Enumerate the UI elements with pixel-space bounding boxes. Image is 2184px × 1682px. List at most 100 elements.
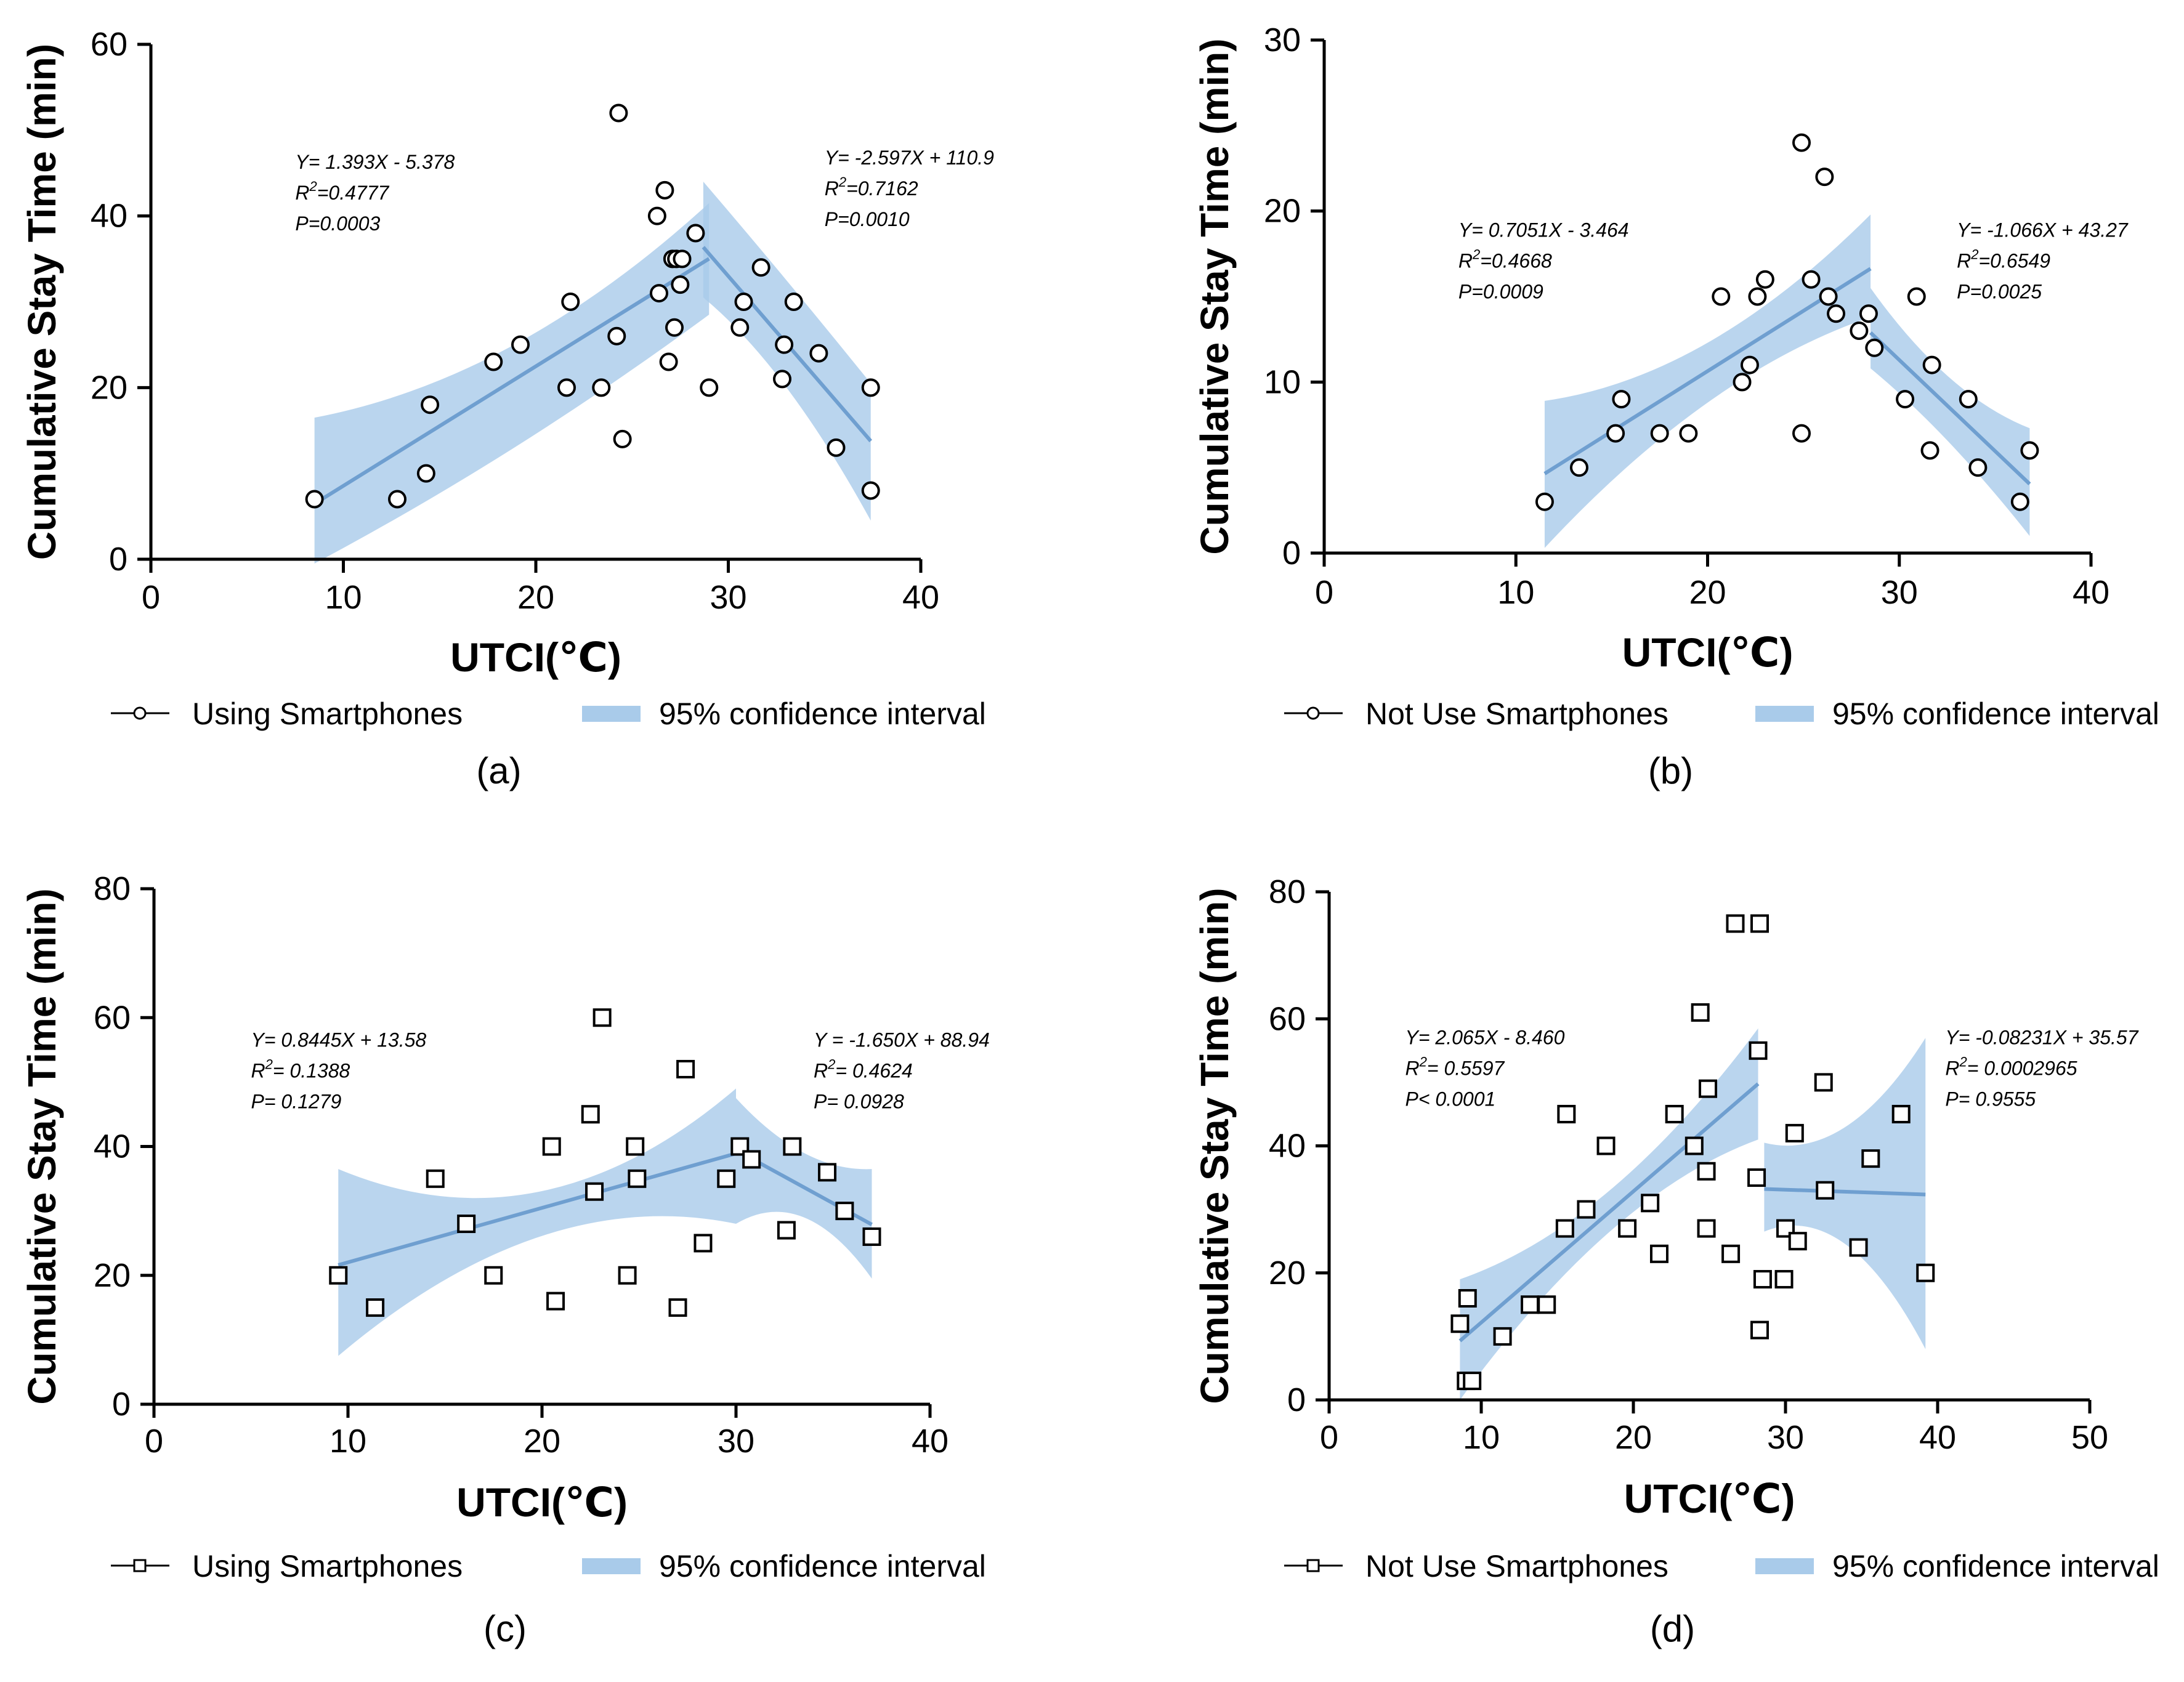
y-tick-label: 20 bbox=[1264, 193, 1301, 230]
data-point bbox=[2020, 441, 2039, 460]
chart-panel-b: 0 10 20 30 0 10 20 30 40 UTCI(℃) Cumulative Stay T… bbox=[1192, 22, 2159, 791]
x-tick-label: 10 bbox=[1463, 1419, 1500, 1456]
data-point bbox=[1849, 1238, 1868, 1257]
panel-caption: (c) bbox=[483, 1608, 527, 1649]
data-point bbox=[1569, 458, 1588, 477]
data-point bbox=[655, 180, 674, 200]
legend: Using Smartphones 95% confidence interval bbox=[111, 1549, 986, 1583]
p-value-text-2: P=0.0010 bbox=[825, 208, 910, 230]
data-point bbox=[784, 293, 803, 311]
confidence-band-2 bbox=[1871, 288, 2030, 536]
equation-text-1: Y= 1.393X - 5.378 bbox=[295, 151, 455, 173]
r-squared-text-1: R2=0.4668 bbox=[1458, 246, 1552, 272]
data-point bbox=[1535, 492, 1554, 511]
data-point bbox=[1612, 390, 1631, 409]
data-point bbox=[1557, 1104, 1576, 1123]
p-value-text-1: P=0.0009 bbox=[1458, 280, 1543, 302]
legend-series-label: Using Smartphones bbox=[192, 697, 463, 731]
x-tick-label: 10 bbox=[330, 1423, 366, 1460]
p-value-text-1: P=0.0003 bbox=[295, 212, 380, 235]
chart-panel-a: 0 20 40 60 0 10 20 30 40 UTCI(℃) Cumulative Stay T… bbox=[20, 26, 994, 791]
regression-line-1 bbox=[1458, 1082, 1760, 1343]
data-point bbox=[742, 1150, 761, 1169]
x-tick-label: 20 bbox=[524, 1423, 560, 1460]
r-squared-text-2: R2=0.7162 bbox=[825, 174, 918, 200]
panel-caption: (b) bbox=[1648, 750, 1693, 791]
data-point bbox=[783, 1137, 802, 1156]
data-point bbox=[1891, 1104, 1911, 1123]
legend-series-label: Not Use Smartphones bbox=[1365, 697, 1668, 731]
legend-ci-label: 95% confidence interval bbox=[659, 1549, 986, 1583]
y-tick-label: 40 bbox=[94, 1128, 131, 1165]
legend-series-label: Not Use Smartphones bbox=[1365, 1549, 1668, 1583]
data-point bbox=[1750, 914, 1769, 933]
y-axis-title: Cumulative Stay Time (min) bbox=[1192, 887, 1237, 1404]
data-point bbox=[1726, 914, 1745, 933]
chart-panel-c: 0 20 40 60 80 0 10 20 30 40 UTCI(℃) Cumulative Stay… bbox=[20, 870, 990, 1649]
data-point bbox=[1788, 1232, 1807, 1251]
data-point bbox=[1641, 1194, 1660, 1213]
x-tick-label: 40 bbox=[1919, 1419, 1956, 1456]
data-point bbox=[1685, 1136, 1704, 1155]
confidence-band-1 bbox=[1544, 214, 1871, 548]
y-axis-title: Cumulative Stay Time (min) bbox=[1192, 38, 1237, 554]
data-point bbox=[416, 464, 435, 483]
regression-line-1 bbox=[1543, 267, 1872, 475]
y-tick-label: 60 bbox=[94, 999, 131, 1036]
data-point bbox=[561, 293, 580, 311]
y-tick-label: 80 bbox=[94, 870, 131, 907]
equation-text-2: Y= -1.066X + 43.27 bbox=[1957, 219, 2129, 241]
data-point bbox=[1774, 1270, 1794, 1289]
y-tick-label: 10 bbox=[1264, 363, 1301, 400]
data-point bbox=[700, 378, 719, 397]
x-tick-label: 20 bbox=[1615, 1419, 1652, 1456]
data-point bbox=[676, 1059, 695, 1078]
p-value-text-2: P= 0.9555 bbox=[1945, 1088, 2036, 1110]
data-point bbox=[1750, 1320, 1769, 1340]
equation-text-1: Y= 0.8445X + 13.58 bbox=[251, 1029, 427, 1051]
y-tick-label: 60 bbox=[1269, 1000, 1306, 1037]
data-point bbox=[388, 490, 406, 509]
data-point bbox=[1712, 287, 1731, 306]
legend: Not Use Smartphones 95% confidence interv… bbox=[1284, 697, 2159, 731]
data-point bbox=[1850, 321, 1869, 341]
data-point bbox=[1819, 287, 1838, 306]
data-point bbox=[1815, 168, 1834, 187]
x-tick-label: 30 bbox=[710, 579, 746, 616]
r-squared-text-2: R2=0.6549 bbox=[1957, 246, 2050, 272]
data-point bbox=[861, 481, 880, 500]
y-axis-title: Cumulative Stay Time (min) bbox=[20, 888, 64, 1404]
data-point bbox=[717, 1169, 736, 1188]
data-point bbox=[585, 1182, 604, 1201]
y-tick-label: 20 bbox=[91, 369, 127, 406]
data-point bbox=[777, 1221, 796, 1240]
data-point bbox=[626, 1137, 645, 1156]
data-point bbox=[1959, 390, 1978, 409]
data-point bbox=[581, 1105, 600, 1124]
data-point bbox=[1748, 287, 1767, 306]
x-tick-label: 20 bbox=[517, 579, 554, 616]
data-point bbox=[734, 293, 753, 311]
equation-text-2: Y= -2.597X + 110.9 bbox=[825, 147, 994, 169]
data-point bbox=[1665, 1104, 1684, 1123]
x-tick-label: 50 bbox=[2071, 1419, 2108, 1456]
y-tick-label: 30 bbox=[1264, 22, 1301, 59]
data-point bbox=[1691, 1003, 1710, 1022]
data-point bbox=[1650, 424, 1669, 443]
data-point bbox=[1721, 1244, 1741, 1263]
data-point bbox=[1865, 338, 1884, 357]
data-point bbox=[1776, 1219, 1795, 1238]
data-point bbox=[1755, 270, 1774, 289]
x-tick-label: 20 bbox=[1689, 574, 1726, 611]
equation-text-2: Y = -1.650X + 88.94 bbox=[814, 1029, 990, 1051]
data-point bbox=[751, 258, 770, 277]
data-point bbox=[1679, 424, 1698, 443]
legend-series-marker bbox=[1306, 1559, 1320, 1572]
data-point bbox=[1785, 1123, 1804, 1142]
data-point bbox=[1802, 270, 1821, 289]
data-point bbox=[1699, 1079, 1718, 1098]
r-squared-text-1: R2= 0.5597 bbox=[1405, 1054, 1505, 1080]
data-point bbox=[1749, 1041, 1768, 1060]
data-point bbox=[1920, 441, 1939, 460]
data-point bbox=[557, 378, 576, 397]
